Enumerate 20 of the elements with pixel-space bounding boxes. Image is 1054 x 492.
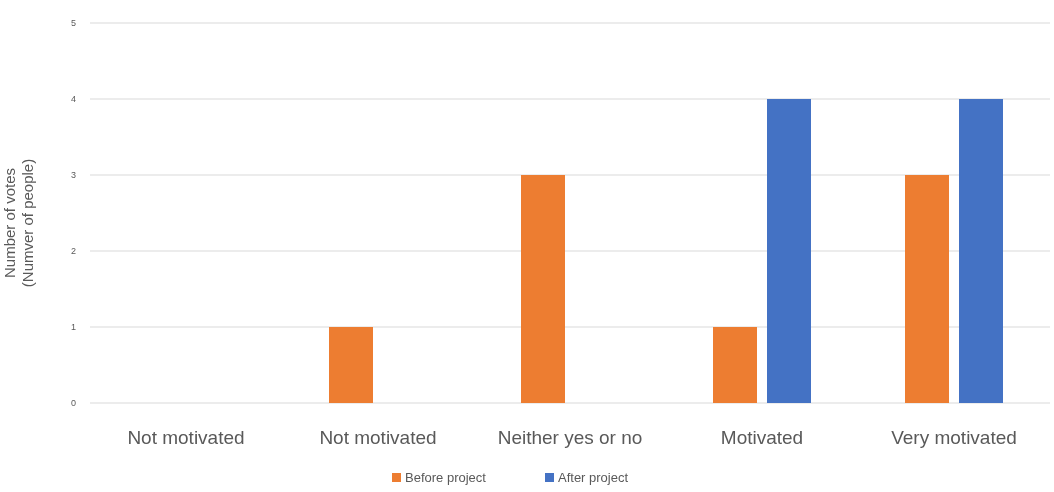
bar (767, 99, 811, 403)
legend-label: After project (558, 470, 629, 485)
y-axis-title: Number of votes (Numver of people) (1, 158, 36, 288)
bar (905, 175, 949, 403)
y-tick-label: 5 (70, 18, 76, 29)
y-tick-label: 0 (70, 398, 76, 409)
y-tick-label: 4 (70, 94, 76, 105)
y-tick-label: 2 (70, 246, 76, 257)
y-tick-label: 3 (70, 170, 76, 181)
bar (521, 175, 565, 403)
x-tick-label: Neither yes or no (497, 427, 643, 448)
y-tick-label: 1 (70, 322, 76, 333)
x-tick-label: Not motivated (127, 427, 245, 448)
bar (329, 327, 373, 403)
bar (713, 327, 757, 403)
x-tick-label: Very motivated (891, 427, 1017, 448)
x-tick-label: Motivated (720, 427, 804, 448)
x-tick-label: Not motivated (319, 427, 437, 448)
legend-label: Before project (405, 470, 487, 485)
bar (959, 99, 1003, 403)
